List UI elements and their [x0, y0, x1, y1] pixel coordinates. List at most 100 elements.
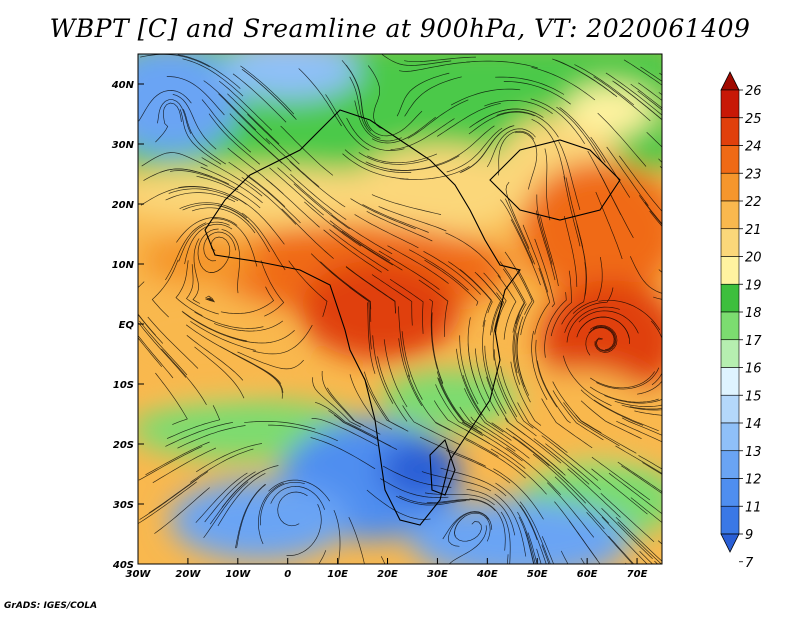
streamline [138, 90, 192, 122]
streamline [563, 216, 578, 287]
colorbar-swatch [720, 422, 740, 452]
streamline [450, 88, 521, 106]
streamline [495, 482, 538, 541]
streamline [595, 191, 623, 260]
streamline [517, 269, 535, 336]
colorbar-label: 9 [745, 528, 753, 543]
streamline [568, 520, 601, 564]
streamline [531, 66, 596, 101]
streamline [390, 118, 455, 150]
colorbar-label: 25 [745, 112, 762, 127]
streamline [510, 219, 541, 286]
streamline [318, 550, 327, 564]
streamline [380, 478, 449, 498]
streamline [446, 450, 511, 484]
streamline [140, 54, 210, 68]
streamline [431, 312, 444, 384]
lat-tick-labels: 40N 30N 20N 10N EQ 10S 20S 30S 40S [111, 80, 144, 571]
streamline [218, 80, 273, 131]
coastlines [204, 109, 621, 526]
streamline [237, 351, 304, 370]
streamline [504, 251, 533, 315]
streamline [510, 361, 542, 426]
streamline [630, 497, 662, 523]
streamline [367, 65, 384, 130]
streamline [550, 270, 572, 337]
streamline [461, 125, 515, 173]
streamline [151, 259, 179, 318]
streamline [332, 224, 393, 266]
streamline [326, 387, 381, 435]
streamline [166, 405, 221, 439]
streamline [554, 476, 605, 530]
colorbar-swatch [720, 450, 740, 479]
map-frame [137, 53, 663, 565]
streamline [229, 113, 283, 164]
streamline [597, 112, 647, 167]
streamline [170, 170, 239, 191]
streamline [486, 128, 536, 168]
streamline [580, 557, 586, 564]
streamline [536, 194, 553, 265]
streamline [182, 204, 250, 223]
streamline [220, 286, 275, 314]
streamline [243, 70, 297, 120]
colorbar-label: 14 [745, 417, 762, 432]
streamline [459, 269, 492, 327]
streamline [310, 437, 376, 470]
streamline [541, 536, 555, 564]
streamline [344, 149, 412, 173]
streamline [377, 356, 408, 422]
colorbar-swatch [720, 394, 740, 424]
streamline [536, 210, 556, 281]
streamline [366, 210, 433, 242]
streamline [658, 269, 662, 273]
streamline [465, 439, 526, 479]
streamline [235, 484, 266, 549]
chart-title: WBPT [C] and Sreamline at 900hPa, VT: 20… [49, 14, 751, 43]
streamline [419, 436, 486, 467]
streamline [217, 472, 266, 527]
streamline [281, 208, 334, 259]
colorbar-swatch [720, 505, 740, 535]
streamline [358, 152, 428, 165]
streamline [533, 438, 590, 485]
streamline [484, 345, 507, 414]
streamline [637, 90, 662, 111]
streamline [331, 214, 393, 255]
streamline [181, 310, 247, 342]
streamline [448, 261, 493, 314]
streamline [165, 192, 236, 203]
streamline [525, 531, 535, 564]
streamline [492, 292, 505, 361]
streamline [447, 511, 489, 547]
streamline [260, 481, 305, 526]
streamline [437, 103, 501, 137]
streamline [367, 302, 376, 374]
streamline [490, 448, 547, 495]
streamline [298, 68, 342, 127]
streamline [616, 420, 662, 443]
streamline [484, 100, 553, 114]
streamline [540, 216, 559, 287]
streamline [333, 509, 341, 564]
streamline [483, 272, 507, 335]
streamline [203, 481, 249, 539]
streamline [349, 374, 393, 430]
streamline [634, 410, 662, 416]
streamline [362, 204, 429, 233]
streamline [658, 92, 662, 96]
lon-tick-label: 10E [327, 569, 348, 580]
streamline [404, 76, 462, 117]
streamline [399, 495, 470, 504]
streamline [383, 465, 452, 488]
colorbar-label: 22 [745, 195, 762, 210]
streamline [241, 212, 286, 271]
streamline [421, 471, 492, 492]
streamline [179, 202, 248, 219]
streamline [575, 414, 637, 454]
colorbar-swatch [720, 172, 740, 202]
streamline [204, 471, 256, 523]
lon-tick-label: 20E [377, 569, 398, 580]
streamline [204, 295, 216, 303]
